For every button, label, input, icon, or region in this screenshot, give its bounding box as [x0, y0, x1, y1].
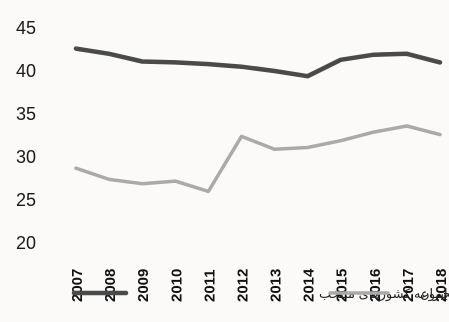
y-tick-label: 40 [16, 61, 36, 81]
x-tick-label: 2010 [168, 269, 185, 302]
x-tick-label: 2017 [400, 269, 417, 302]
x-tick-label: 2018 [433, 269, 449, 302]
x-tick-label: 2011 [201, 269, 218, 302]
y-tick-label: 25 [16, 190, 36, 210]
y-tick-label: 45 [16, 18, 36, 38]
x-tick-label: 2012 [234, 269, 251, 302]
x-tick-label: 2008 [102, 269, 119, 302]
y-tick-label: 20 [16, 233, 36, 253]
series-lines [73, 46, 443, 194]
legend: مجموعه کشورهای منتخبایران [71, 286, 449, 302]
series-line-2 [74, 124, 442, 194]
x-tick-label: 2014 [301, 268, 318, 302]
y-axis: 20 25 30 35 40 45 [16, 18, 36, 253]
x-tick-label: 2007 [69, 269, 86, 302]
x-tick-label: 2013 [268, 269, 285, 302]
y-tick-label: 35 [16, 104, 36, 124]
x-tick-label: 2009 [135, 269, 152, 302]
y-tick-label: 30 [16, 147, 36, 167]
series-line-1 [73, 46, 443, 79]
legend-label-2: ایران [420, 286, 448, 302]
